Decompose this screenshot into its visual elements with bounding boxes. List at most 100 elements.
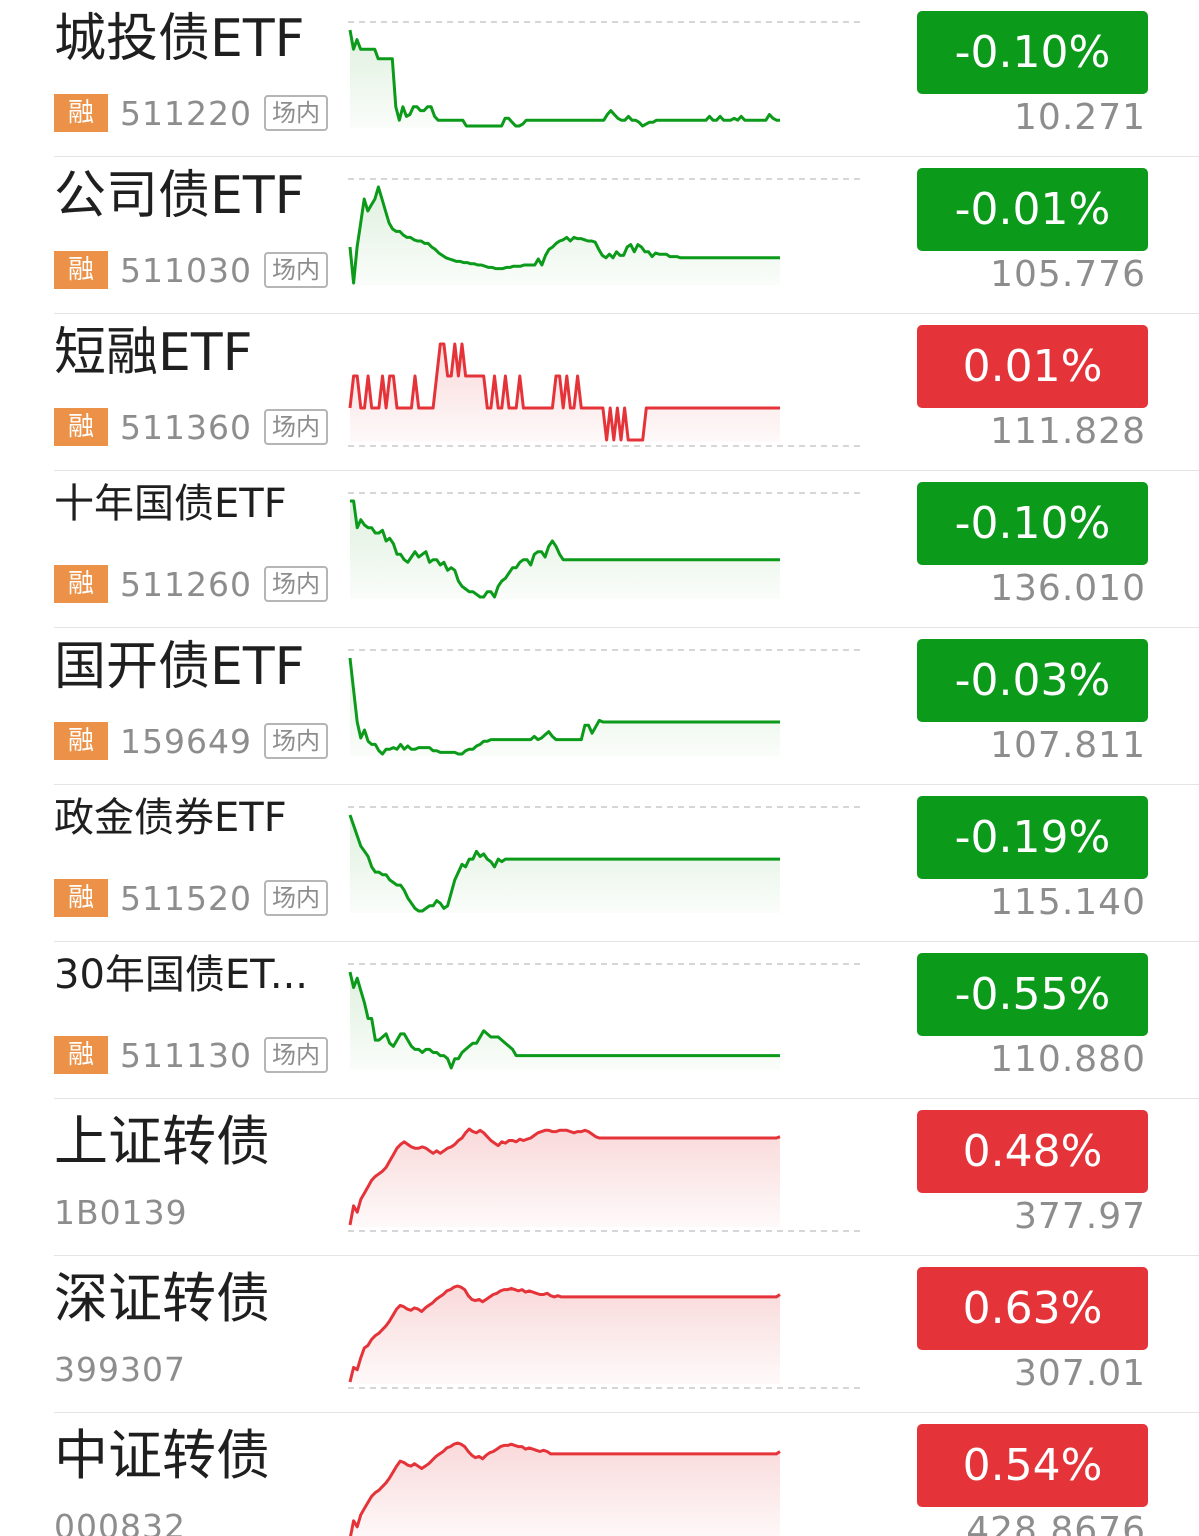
change-percent-button[interactable]: -0.10%	[917, 11, 1148, 94]
sparkline-line	[348, 657, 780, 756]
instrument-name: 深证转债	[54, 1268, 270, 1330]
list-item-1B0139[interactable]: 上证转债 1B0139 0.48% 377.97	[0, 1099, 1199, 1256]
instrument-name: 上证转债	[54, 1111, 270, 1173]
market-tag: 场内	[263, 252, 328, 288]
instrument-code: 511260	[120, 564, 252, 604]
intraday-sparkline	[348, 806, 860, 913]
instrument-meta: 融 511360 场内	[54, 407, 328, 447]
margin-trading-badge: 融	[54, 408, 108, 446]
sparkline-line	[348, 342, 780, 442]
list-item-511030[interactable]: 公司债ETF 融 511030 场内 -0.01% 105.776	[0, 157, 1199, 314]
sparkline-area	[350, 187, 780, 285]
latest-price: 105.776	[990, 254, 1146, 295]
sparkline-line	[349, 1441, 781, 1536]
change-percent-button[interactable]: 0.01%	[917, 325, 1148, 408]
intraday-sparkline	[348, 178, 860, 285]
instrument-meta: 融 511130 场内	[54, 1035, 328, 1075]
market-tag: 场内	[263, 880, 328, 916]
latest-price: 428.8676	[966, 1510, 1146, 1536]
change-percent-button[interactable]: 0.54%	[917, 1424, 1148, 1507]
list-item-000832[interactable]: 中证转债 000832 0.54% 428.8676	[0, 1413, 1199, 1536]
row-divider	[54, 156, 1199, 157]
latest-price: 115.140	[990, 882, 1146, 923]
intraday-sparkline	[348, 342, 860, 447]
instrument-code: 1B0139	[54, 1192, 188, 1232]
row-divider	[54, 1098, 1199, 1099]
intraday-sparkline	[348, 1127, 860, 1232]
row-divider	[54, 313, 1199, 314]
sparkline-line	[348, 185, 780, 285]
change-percent-button[interactable]: -0.10%	[917, 482, 1148, 565]
instrument-meta: 融 511220 场内	[54, 93, 328, 133]
margin-trading-badge: 融	[54, 722, 108, 760]
intraday-sparkline	[348, 1284, 860, 1389]
sparkline-line	[348, 971, 780, 1070]
latest-price: 111.828	[990, 411, 1146, 452]
market-tag: 场内	[263, 409, 328, 445]
intraday-sparkline	[348, 649, 860, 756]
sparkline-area	[350, 815, 780, 913]
sparkline-line	[350, 499, 780, 599]
list-item-399307[interactable]: 深证转债 399307 0.63% 307.01	[0, 1256, 1199, 1413]
instrument-name: 中证转债	[54, 1425, 270, 1487]
sparkline-line	[348, 29, 780, 128]
list-item-511260[interactable]: 十年国债ETF 融 511260 场内 -0.10% 136.010	[0, 471, 1199, 628]
list-item-511520[interactable]: 政金债券ETF 融 511520 场内 -0.19% 115.140	[0, 785, 1199, 942]
instrument-meta: 融 159649 场内	[54, 721, 328, 761]
instrument-code: 511130	[120, 1035, 252, 1075]
list-item-511360[interactable]: 短融ETF 融 511360 场内 0.01% 111.828	[0, 314, 1199, 471]
market-tag: 场内	[263, 1037, 328, 1073]
sparkline-area	[350, 972, 780, 1070]
instrument-name: 十年国债ETF	[54, 481, 287, 527]
instrument-meta: 融 511260 场内	[54, 564, 328, 604]
latest-price: 10.271	[1014, 97, 1146, 138]
list-item-511130[interactable]: 30年国债ET... 融 511130 场内 -0.55% 110.880	[0, 942, 1199, 1099]
intraday-sparkline	[348, 492, 860, 599]
row-divider	[54, 470, 1199, 471]
intraday-sparkline	[349, 1441, 781, 1536]
row-divider	[54, 1255, 1199, 1256]
instrument-name: 30年国债ET...	[54, 952, 309, 998]
latest-price: 307.01	[1014, 1353, 1146, 1394]
intraday-sparkline	[348, 963, 860, 1070]
row-divider	[54, 1412, 1199, 1413]
instrument-code: 511030	[120, 250, 252, 290]
sparkline-area	[350, 1443, 780, 1536]
change-percent-button[interactable]: -0.03%	[917, 639, 1148, 722]
change-percent-button[interactable]: -0.55%	[917, 953, 1148, 1036]
change-percent-button[interactable]: -0.19%	[917, 796, 1148, 879]
margin-trading-badge: 融	[54, 1036, 108, 1074]
instrument-meta: 融 511030 场内	[54, 250, 328, 290]
instrument-name: 国开债ETF	[54, 638, 305, 697]
sparkline-line	[348, 1284, 781, 1383]
change-percent-button[interactable]: 0.63%	[917, 1267, 1148, 1350]
market-tag: 场内	[263, 723, 328, 759]
margin-trading-badge: 融	[54, 879, 108, 917]
latest-price: 110.880	[990, 1039, 1146, 1080]
market-tag: 场内	[263, 566, 328, 602]
instrument-code: 511520	[120, 878, 252, 918]
list-item-159649[interactable]: 国开债ETF 融 159649 场内 -0.03% 107.811	[0, 628, 1199, 785]
row-divider	[54, 941, 1199, 942]
change-percent-button[interactable]: -0.01%	[917, 168, 1148, 251]
instrument-name: 公司债ETF	[54, 167, 305, 226]
row-divider	[54, 784, 1199, 785]
instrument-code: 000832	[54, 1506, 186, 1536]
latest-price: 377.97	[1014, 1196, 1146, 1237]
margin-trading-badge: 融	[54, 94, 108, 132]
instrument-name: 城投债ETF	[54, 10, 305, 69]
market-tag: 场内	[263, 95, 328, 131]
sparkline-area	[350, 658, 780, 756]
instrument-meta: 399307	[54, 1349, 186, 1389]
sparkline-area	[350, 1129, 780, 1227]
list-item-511220[interactable]: 城投债ETF 融 511220 场内 -0.10% 10.271	[0, 0, 1199, 157]
latest-price: 107.811	[990, 725, 1146, 766]
sparkline-area	[350, 501, 780, 599]
margin-trading-badge: 融	[54, 251, 108, 289]
instrument-code: 511360	[120, 407, 252, 447]
instrument-meta: 1B0139	[54, 1192, 188, 1232]
instrument-code: 511220	[120, 93, 252, 133]
sparkline-line	[348, 814, 780, 913]
change-percent-button[interactable]: 0.48%	[917, 1110, 1148, 1193]
